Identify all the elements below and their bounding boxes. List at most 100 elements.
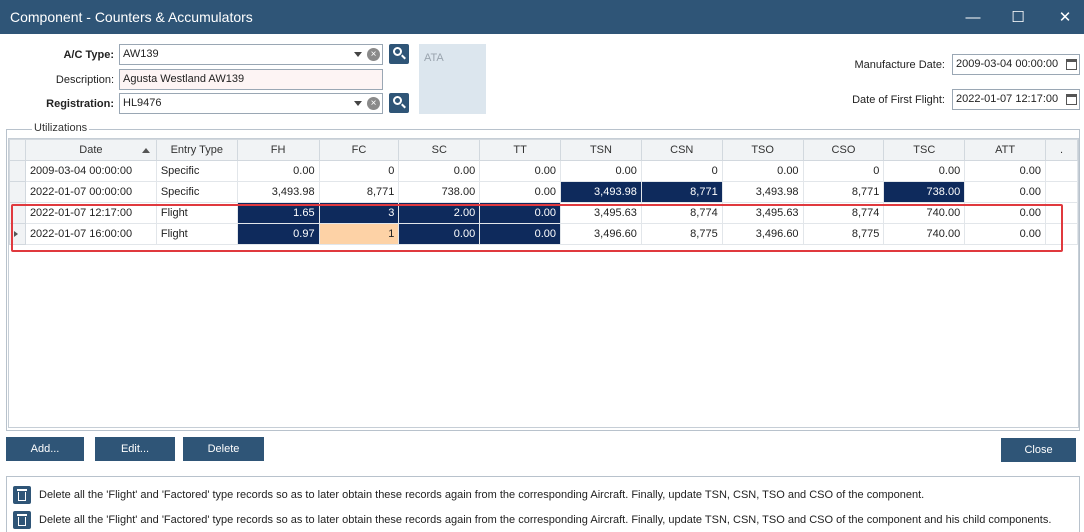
cell-fh[interactable]: 3,493.98	[236, 181, 320, 203]
cell-fh[interactable]: 0.97	[236, 223, 320, 245]
cell-cso[interactable]: 0	[802, 160, 885, 182]
cell-tt[interactable]: 0.00	[479, 181, 561, 203]
highlight-annotation	[11, 204, 1063, 252]
column-header-sc[interactable]: SC	[398, 139, 481, 161]
add-button[interactable]: Add...	[6, 437, 84, 461]
cell-tso[interactable]: 3,495.63	[721, 202, 804, 224]
column-header-tsn[interactable]: TSN	[560, 139, 642, 161]
row-indicator[interactable]	[9, 160, 26, 182]
title-bar: Component - Counters & Accumulators — ☐ …	[0, 0, 1084, 34]
cell-tt[interactable]: 0.00	[479, 160, 561, 182]
cell-fc[interactable]: 1	[318, 223, 400, 245]
cell-csn[interactable]: 8,771	[640, 181, 723, 203]
cell-fc[interactable]: 8,771	[318, 181, 400, 203]
column-header-fc[interactable]: FC	[318, 139, 400, 161]
cell-tt[interactable]: 0.00	[479, 202, 561, 224]
info-panel	[6, 476, 1080, 532]
column-header-entry-type[interactable]: Entry Type	[155, 139, 238, 161]
chevron-down-icon[interactable]	[354, 52, 362, 57]
ac-type-select[interactable]: AW139	[119, 44, 383, 65]
cell-entry-type[interactable]: Specific	[155, 181, 238, 203]
cell-sc[interactable]: 0.00	[398, 160, 481, 182]
cell-sc[interactable]: 738.00	[398, 181, 481, 203]
table-row[interactable]: 2022-01-07 16:00:00 Flight 0.97 1 0.00 0…	[9, 223, 1079, 245]
description-value: Agusta Westland AW139	[123, 73, 245, 85]
trash-icon[interactable]	[13, 486, 31, 504]
cell-att[interactable]: 0.00	[964, 223, 1046, 245]
utilizations-grid[interactable]: Date Entry Type FH FC SC TT TSN CSN TSO …	[8, 138, 1079, 428]
close-icon[interactable]: ✕	[1058, 9, 1072, 26]
registration-label: Registration:	[46, 98, 114, 110]
cell-extra[interactable]	[1044, 160, 1079, 182]
current-row-icon	[14, 231, 18, 237]
close-button[interactable]: Close	[1001, 438, 1076, 462]
cell-date[interactable]: 2022-01-07 00:00:00	[24, 181, 157, 203]
description-field[interactable]: Agusta Westland AW139	[119, 69, 383, 90]
minimize-icon[interactable]: —	[965, 9, 981, 26]
cell-tt[interactable]: 0.00	[479, 223, 561, 245]
cell-tso[interactable]: 3,496.60	[721, 223, 804, 245]
table-row[interactable]: 2009-03-04 00:00:00 Specific 0.00 0 0.00…	[9, 160, 1079, 182]
column-header-fh[interactable]: FH	[236, 139, 320, 161]
search-icon	[393, 47, 402, 56]
manufacture-date-field[interactable]: 2009-03-04 00:00:00	[952, 54, 1080, 75]
window-title: Component - Counters & Accumulators	[10, 9, 253, 25]
row-indicator[interactable]	[9, 223, 26, 245]
cell-tsn[interactable]: 0.00	[560, 160, 642, 182]
cell-tsc[interactable]: 0.00	[883, 160, 966, 182]
cell-att[interactable]: 0.00	[964, 160, 1046, 182]
cell-tsc[interactable]: 738.00	[883, 181, 966, 203]
column-header-extra[interactable]: .	[1044, 139, 1079, 161]
cell-cso[interactable]: 8,771	[802, 181, 885, 203]
chevron-down-icon[interactable]	[354, 101, 362, 106]
table-row[interactable]: 2022-01-07 12:17:00 Flight 1.65 3 2.00 0…	[9, 202, 1079, 224]
column-header-date[interactable]: Date	[24, 139, 157, 161]
cell-csn[interactable]: 0	[640, 160, 723, 182]
cell-extra[interactable]	[1044, 181, 1079, 203]
edit-button[interactable]: Edit...	[95, 437, 175, 461]
column-header-tt[interactable]: TT	[479, 139, 561, 161]
cell-tsc[interactable]: 740.00	[883, 223, 966, 245]
ac-type-label: A/C Type:	[63, 49, 114, 61]
cell-fc[interactable]: 0	[318, 160, 400, 182]
first-flight-date-value: 2022-01-07 12:17:00	[956, 93, 1059, 105]
column-header-csn[interactable]: CSN	[640, 139, 723, 161]
cell-fc[interactable]: 3	[318, 202, 400, 224]
delete-button[interactable]: Delete	[183, 437, 264, 461]
cell-entry-type[interactable]: Specific	[155, 160, 238, 182]
first-flight-date-field[interactable]: 2022-01-07 12:17:00	[952, 89, 1080, 110]
calendar-icon[interactable]	[1066, 59, 1077, 70]
maximize-icon[interactable]: ☐	[1011, 9, 1025, 26]
row-indicator-header	[9, 139, 26, 161]
cell-tsn[interactable]: 3,493.98	[560, 181, 642, 203]
row-indicator[interactable]	[9, 181, 26, 203]
cell-csn[interactable]: 8,775	[640, 223, 723, 245]
column-header-tsc[interactable]: TSC	[883, 139, 966, 161]
registration-select[interactable]: HL9476	[119, 93, 383, 114]
column-header-att[interactable]: ATT	[964, 139, 1046, 161]
column-header-cso[interactable]: CSO	[802, 139, 885, 161]
calendar-icon[interactable]	[1066, 94, 1077, 105]
trash-children-icon[interactable]	[13, 511, 31, 529]
cell-tso[interactable]: 0.00	[721, 160, 804, 182]
info-line-component: Delete all the 'Flight' and 'Factored' t…	[39, 489, 925, 501]
cell-att[interactable]: 0.00	[964, 181, 1046, 203]
cell-sc[interactable]: 2.00	[398, 202, 481, 224]
cell-cso[interactable]: 8,775	[802, 223, 885, 245]
cell-date[interactable]: 2009-03-04 00:00:00	[24, 160, 157, 182]
registration-search-button[interactable]	[389, 93, 409, 113]
clear-icon[interactable]: ×	[367, 97, 380, 110]
column-header-tso[interactable]: TSO	[721, 139, 804, 161]
cell-sc[interactable]: 0.00	[398, 223, 481, 245]
cell-date[interactable]: 2022-01-07 16:00:00	[24, 223, 157, 245]
table-row[interactable]: 2022-01-07 00:00:00 Specific 3,493.98 8,…	[9, 181, 1079, 203]
row-indicator[interactable]	[9, 202, 26, 224]
cell-fh[interactable]: 1.65	[236, 202, 320, 224]
ac-type-search-button[interactable]	[389, 44, 409, 64]
cell-fh[interactable]: 0.00	[236, 160, 320, 182]
first-flight-label: Date of First Flight:	[852, 94, 945, 106]
clear-icon[interactable]: ×	[367, 48, 380, 61]
cell-tso[interactable]: 3,493.98	[721, 181, 804, 203]
sort-ascending-icon	[141, 148, 150, 153]
cell-tsn[interactable]: 3,496.60	[560, 223, 642, 245]
